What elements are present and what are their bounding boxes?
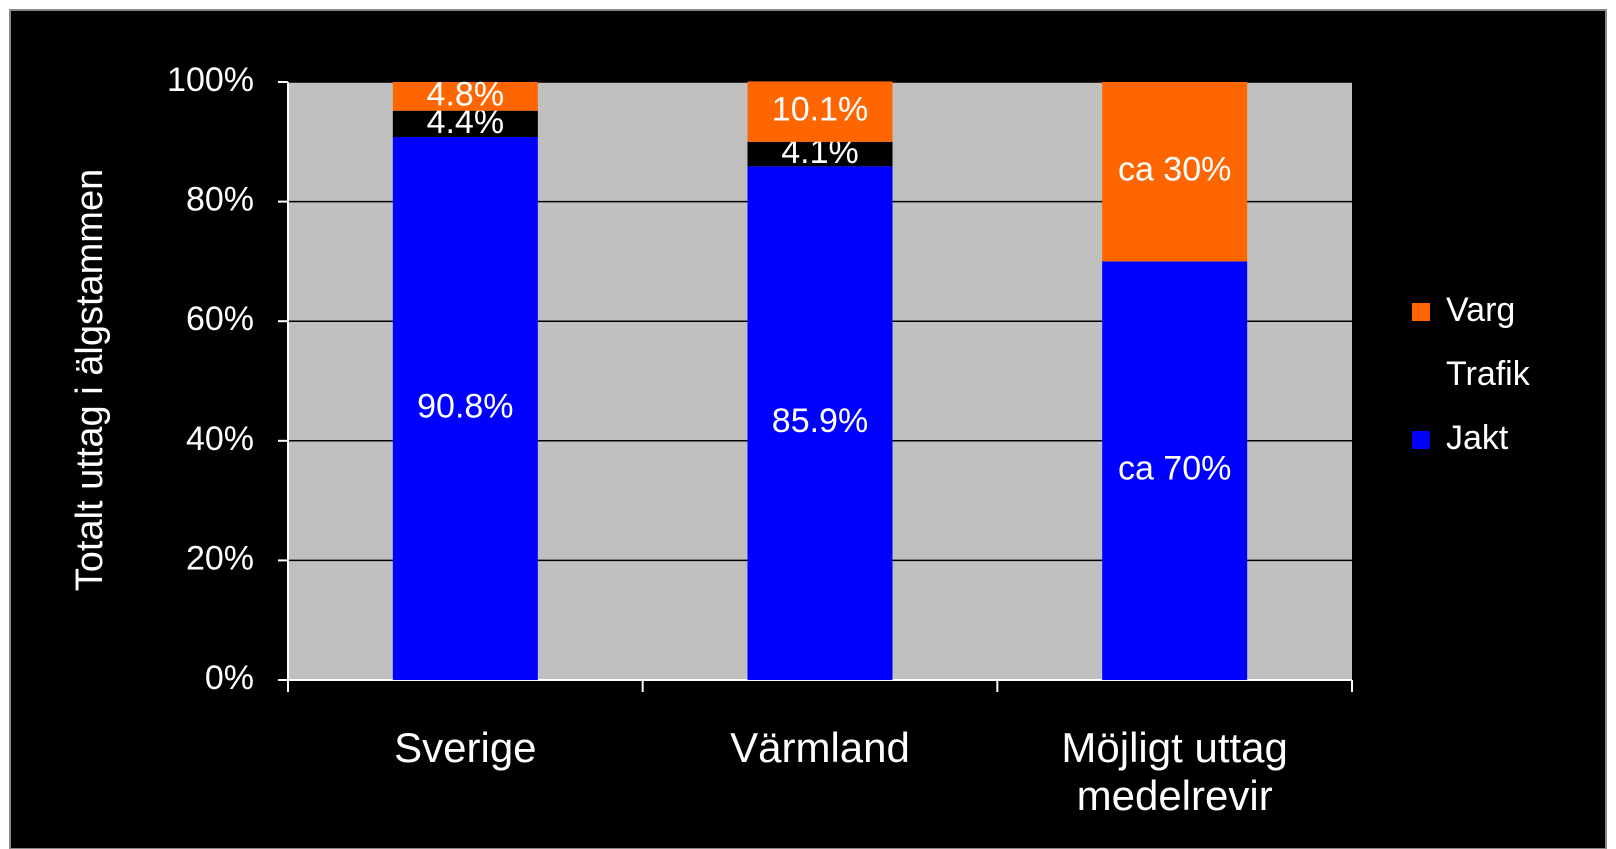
bar-segment — [747, 166, 893, 680]
y-axis-label: Totalt uttag i älgstammen — [69, 169, 111, 591]
x-tick-label: Sverige — [394, 724, 537, 771]
data-label: 85.9% — [772, 402, 868, 440]
data-label: 10.1% — [772, 91, 868, 129]
y-tick-label: 20% — [186, 539, 254, 577]
y-tick-label: 100% — [167, 61, 254, 99]
bar-segment — [392, 137, 538, 681]
legend-swatch — [1412, 367, 1430, 385]
legend-label: Varg — [1446, 291, 1515, 329]
y-tick-label: 80% — [186, 181, 254, 219]
data-label: 90.8% — [417, 387, 513, 425]
x-tick-label: Värmland — [730, 724, 910, 771]
legend-swatch — [1412, 431, 1430, 449]
data-label: ca 30% — [1118, 151, 1231, 189]
bar-segment — [392, 110, 538, 138]
data-label: ca 70% — [1118, 450, 1231, 488]
bar-segment — [1102, 82, 1248, 262]
bar-segment — [747, 141, 893, 167]
bar-segment — [392, 82, 538, 111]
y-tick-label: 40% — [186, 420, 254, 458]
bar-segment — [1102, 261, 1248, 680]
y-tick-label: 60% — [186, 300, 254, 338]
legend-swatch — [1412, 303, 1430, 321]
x-tick-label: Möjligt uttag medelrevir — [1061, 724, 1288, 819]
bar-segment — [747, 81, 893, 142]
data-label: 4.8% — [427, 75, 505, 113]
legend-label: Trafik — [1446, 355, 1531, 393]
legend-label: Jakt — [1446, 419, 1509, 457]
y-tick-label: 0% — [205, 659, 254, 697]
